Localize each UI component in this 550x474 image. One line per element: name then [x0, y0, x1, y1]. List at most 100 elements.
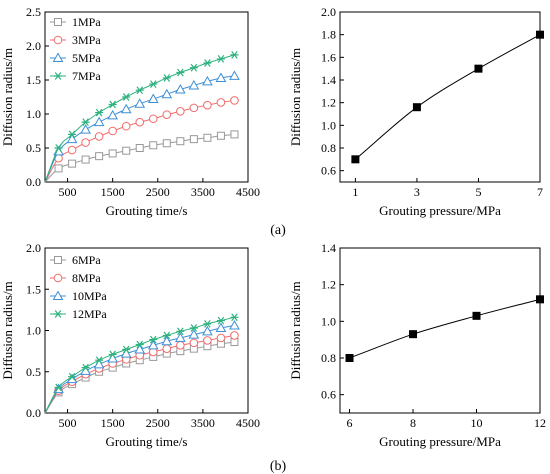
x-tick-label: 1500 [101, 416, 125, 430]
y-tick-label: 1.0 [321, 118, 336, 132]
y-axis-label: Diffusion radius/m [288, 48, 303, 146]
data-point [174, 84, 186, 94]
data-point [95, 152, 104, 161]
data-point [215, 72, 227, 82]
data-point [93, 116, 105, 127]
data-point [345, 354, 354, 362]
x-tick-label: 500 [59, 416, 77, 430]
y-tick-label: 0.6 [321, 388, 336, 402]
data-point [216, 316, 225, 325]
y-axis-label: Diffusion radius/m [0, 281, 15, 379]
x-tick-label: 7 [537, 185, 543, 199]
chart-b-left: 0.0 0.5 1.0 1.5 2.0 500 1500 2500 3500 4500 Grouti… [0, 241, 260, 449]
legend-marker [52, 290, 64, 300]
x-axis-label: Grouting pressure/MPa [379, 434, 501, 449]
data-point [230, 96, 239, 105]
series-line-fit [355, 34, 541, 160]
data-point [80, 124, 91, 134]
y-tick-label: 1.6 [321, 50, 336, 64]
legend-marker [54, 310, 62, 318]
y-tick-label: 1.0 [26, 324, 41, 338]
data-point [474, 64, 483, 73]
legend-label: 6MPa [72, 253, 101, 267]
y-tick-label: 0.8 [321, 141, 336, 155]
x-tick-label: 8 [410, 416, 416, 430]
y-tick-label: 1.2 [321, 96, 336, 110]
y-tick-label: 1.0 [321, 314, 336, 328]
chart-b-right: 0.6 0.8 1.0 1.2 1.4 6 8 10 12 Grouting pressure/M… [288, 241, 546, 449]
data-point [161, 88, 173, 99]
data-point [148, 114, 158, 124]
data-point [162, 139, 171, 148]
legend-marker [53, 273, 63, 283]
y-tick-label: 1.8 [321, 28, 336, 42]
data-point [147, 93, 159, 104]
data-point [135, 117, 145, 127]
data-point [120, 103, 132, 114]
data-point [202, 325, 213, 336]
legend-marker [54, 18, 62, 26]
y-tick-label: 0.5 [26, 365, 41, 379]
data-point [121, 121, 131, 131]
data-point [68, 372, 77, 381]
x-tick-label: 2500 [146, 185, 170, 199]
y-tick-label: 0.5 [26, 141, 41, 155]
y-axis-label: Diffusion radius/m [0, 48, 15, 146]
y-tick-label: 0.0 [26, 406, 41, 420]
data-point [135, 340, 144, 349]
legend-label: 10MPa [72, 289, 107, 303]
y-tick-label: 1.2 [321, 278, 336, 292]
data-point [536, 295, 544, 304]
series-line-fit [349, 298, 541, 359]
data-point [134, 98, 146, 108]
data-point [81, 155, 90, 164]
data-point [202, 75, 213, 86]
chart-a-left: 0.0 0.5 1.0 1.5 2.0 2.5 500 1500 2500 3500 4500 Gro… [0, 5, 260, 218]
data-point [189, 135, 198, 144]
data-point [230, 313, 239, 322]
data-point [66, 133, 78, 144]
plot-frame [44, 11, 249, 183]
data-point [188, 79, 200, 90]
y-tick-label: 0.0 [26, 175, 41, 189]
data-point [472, 311, 481, 320]
data-point [162, 110, 172, 119]
legend-label: 5MPa [72, 51, 101, 65]
y-tick-label: 0.6 [321, 164, 336, 178]
data-point [54, 383, 63, 392]
data-point [189, 63, 198, 72]
data-point [189, 103, 199, 113]
data-point [203, 320, 212, 328]
data-point [108, 149, 117, 158]
data-point [176, 327, 185, 336]
data-point [189, 324, 198, 332]
legend-label: 8MPa [72, 271, 101, 285]
data-point [107, 109, 119, 120]
data-point [230, 331, 239, 340]
x-tick-label: 3500 [191, 416, 215, 430]
x-tick-label: 3 [414, 185, 420, 199]
plot-frame [339, 247, 541, 414]
data-point [216, 333, 226, 343]
data-point [203, 133, 212, 142]
data-point [135, 86, 144, 95]
x-axis-label: Grouting time/s [106, 434, 188, 449]
data-point [95, 356, 104, 365]
data-point [162, 74, 171, 82]
data-point [230, 50, 239, 59]
x-tick-label: 3500 [191, 185, 215, 199]
legend-marker [54, 72, 62, 80]
data-point [108, 100, 117, 109]
legend-label: 3MPa [72, 33, 101, 47]
data-point [229, 320, 240, 330]
data-point [161, 335, 173, 346]
x-tick-label: 1 [352, 185, 358, 199]
x-tick-label: 500 [59, 185, 77, 199]
data-point [149, 141, 158, 150]
data-point [122, 345, 131, 354]
data-point [216, 131, 225, 140]
y-tick-label: 2.5 [26, 5, 41, 19]
data-point [147, 339, 159, 350]
data-point [203, 59, 212, 67]
